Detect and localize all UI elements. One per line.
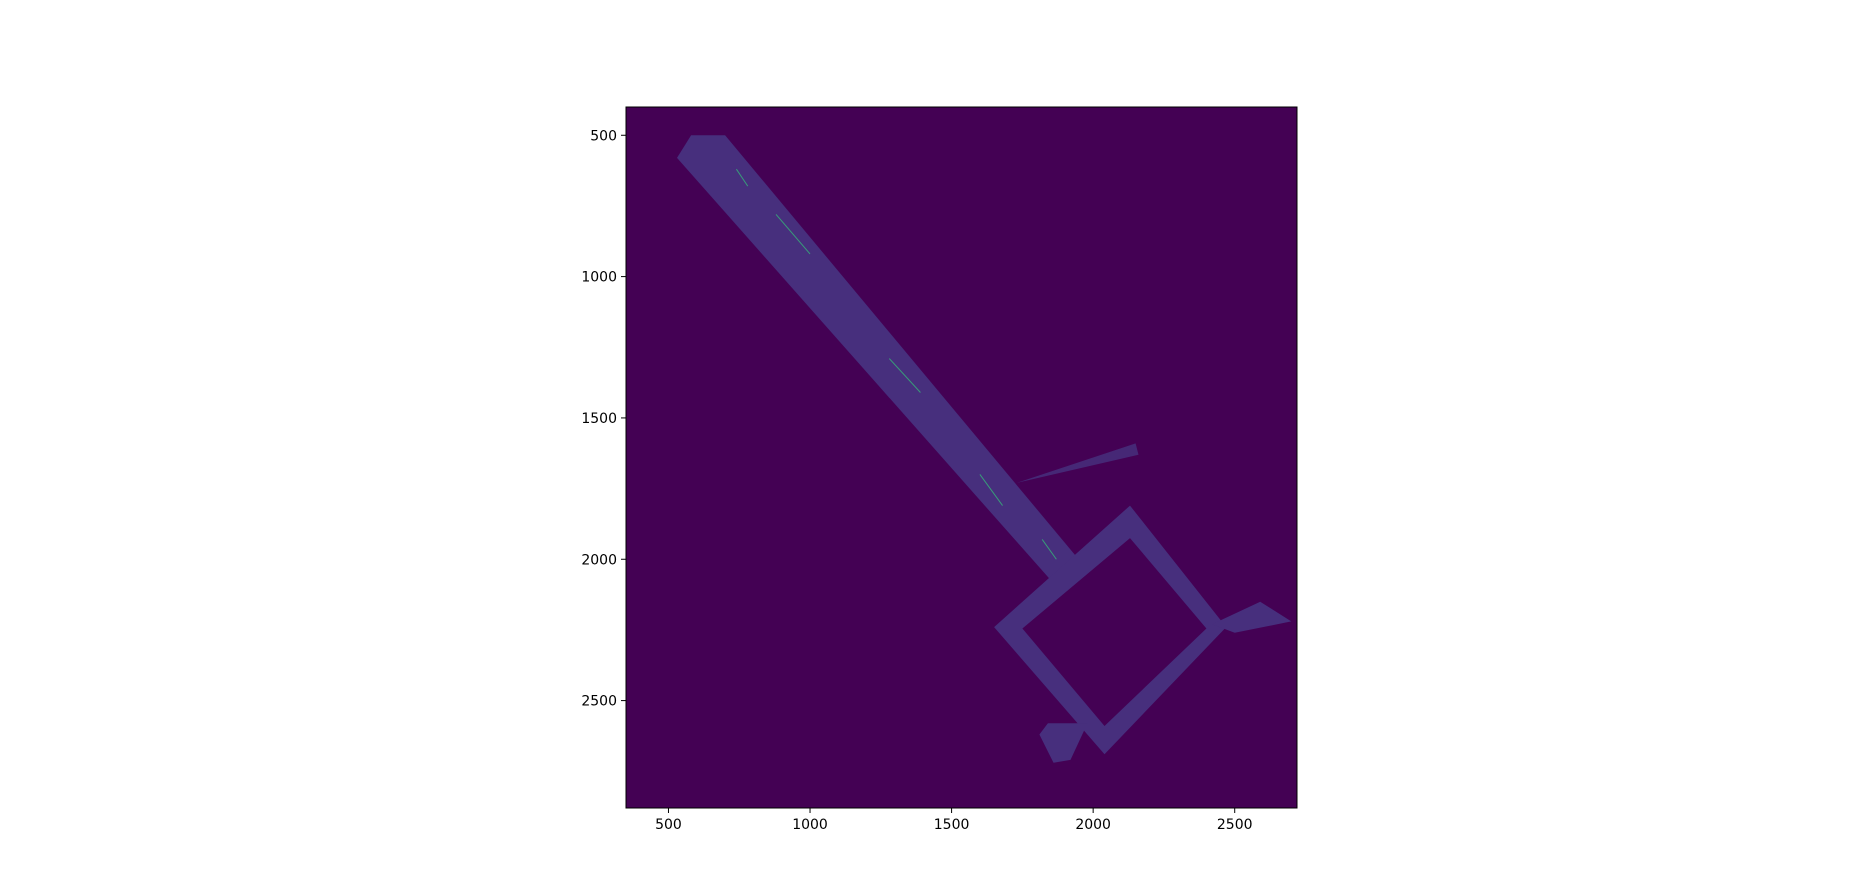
y-tick-label: 2500 [581,694,617,710]
plot-frame [625,106,1298,809]
ray-fan-region [1016,443,1139,483]
x-tick-label: 2500 [1217,817,1253,833]
y-axis: 500 1000 1500 2000 2500 [581,128,626,710]
trajectory-trace [888,358,921,393]
trajectory-trace [979,474,1003,506]
trajectory-trace [736,168,749,187]
x-tick-label: 2000 [1075,817,1111,833]
y-tick-label: 1000 [581,270,617,286]
y-tick-label: 500 [590,128,617,144]
bottom-fan-region [1039,723,1088,763]
y-tick-label: 2000 [581,552,617,568]
trajectory-trace [1041,539,1057,560]
trajectory-trace [775,214,811,255]
square-loop-region [994,505,1227,755]
x-tick-label: 1500 [934,817,970,833]
right-spur-region [1212,601,1292,633]
x-tick-label: 500 [655,817,682,833]
occupancy-map-plot [625,106,1298,809]
x-axis: 500 1000 1500 2000 2500 [655,808,1253,833]
x-tick-label: 1000 [792,817,828,833]
y-tick-label: 1500 [581,411,617,427]
corridor-region [677,135,1077,584]
